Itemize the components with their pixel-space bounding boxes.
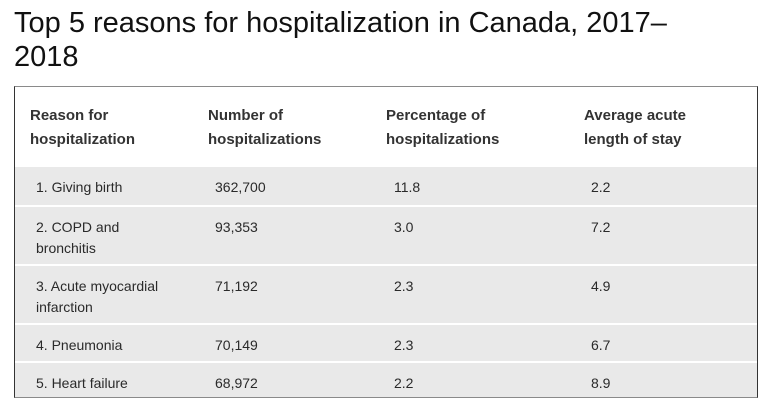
- hospitalization-table: Reason for hospitalization Number of hos…: [14, 86, 758, 398]
- table-row: 3. Acute myocardial infarction 71,192 2.…: [15, 266, 757, 323]
- table-row: 5. Heart failure 68,972 2.2 8.9: [15, 363, 757, 397]
- cell-reason: 1. Giving birth: [36, 179, 123, 195]
- cell-number: 362,700: [215, 179, 266, 195]
- cell-length-of-stay: 2.2: [591, 179, 611, 195]
- cell-reason: 5. Heart failure: [36, 375, 128, 391]
- cell-percentage: 2.3: [394, 337, 414, 353]
- cell-number: 70,149: [215, 337, 258, 353]
- cell-percentage: 3.0: [394, 219, 414, 235]
- cell-number: 93,353: [215, 219, 258, 235]
- table-row: 2. COPD and bronchitis 93,353 3.0 7.2: [15, 207, 757, 264]
- cell-percentage: 2.2: [394, 375, 414, 391]
- cell-length-of-stay: 6.7: [591, 337, 611, 353]
- header-length-of-stay: Average acute length of stay: [584, 107, 686, 148]
- cell-length-of-stay: 7.2: [591, 219, 611, 235]
- table-row: 4. Pneumonia 70,149 2.3 6.7: [15, 325, 757, 361]
- cell-reason: 3. Acute myocardial infarction: [36, 278, 159, 315]
- cell-percentage: 2.3: [394, 278, 414, 294]
- cell-length-of-stay: 8.9: [591, 375, 611, 391]
- header-number: Number of hospitalizations: [208, 107, 322, 148]
- cell-reason: 4. Pneumonia: [36, 337, 123, 353]
- cell-length-of-stay: 4.9: [591, 278, 611, 294]
- header-reason: Reason for hospitalization: [30, 107, 135, 148]
- cell-number: 68,972: [215, 375, 258, 391]
- cell-percentage: 11.8: [394, 179, 421, 195]
- table-header-row: Reason for hospitalization Number of hos…: [15, 87, 757, 167]
- cell-reason: 2. COPD and bronchitis: [36, 219, 120, 256]
- page-title: Top 5 reasons for hospitalization in Can…: [14, 7, 667, 73]
- header-percentage: Percentage of hospitalizations: [386, 107, 500, 148]
- table-row: 1. Giving birth 362,700 11.8 2.2: [15, 167, 757, 205]
- cell-number: 71,192: [215, 278, 258, 294]
